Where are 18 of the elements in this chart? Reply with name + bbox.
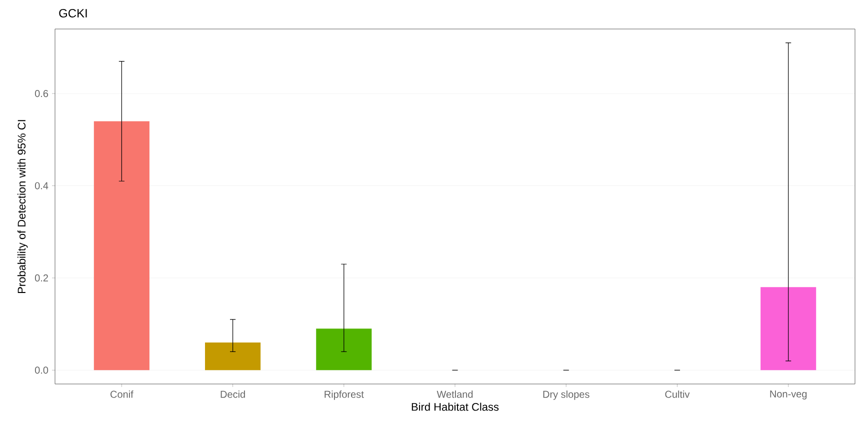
bar: [760, 287, 816, 370]
x-tick-label: Conif: [110, 390, 134, 398]
y-axis-title: Probability of Detection with 95% CI: [17, 120, 28, 294]
y-tick-label: 0.0: [34, 366, 48, 374]
y-tick-label: 0.4: [34, 182, 48, 190]
bar: [94, 121, 150, 370]
x-tick-label: Dry slopes: [543, 390, 590, 400]
y-tick-label: 0.2: [34, 274, 48, 282]
x-axis-title: Bird Habitat Class: [412, 402, 499, 411]
x-tick-label: Wetland: [436, 390, 473, 398]
bar: [205, 342, 261, 370]
x-tick-label: Non-veg: [770, 390, 807, 400]
x-tick-label: Decid: [220, 390, 245, 398]
bar: [316, 328, 372, 370]
x-tick-label: Ripforest: [324, 390, 364, 400]
chart-title: GCKI: [59, 8, 87, 18]
y-tick-label: 0.6: [34, 90, 48, 98]
x-tick-label: Cultiv: [665, 390, 690, 398]
